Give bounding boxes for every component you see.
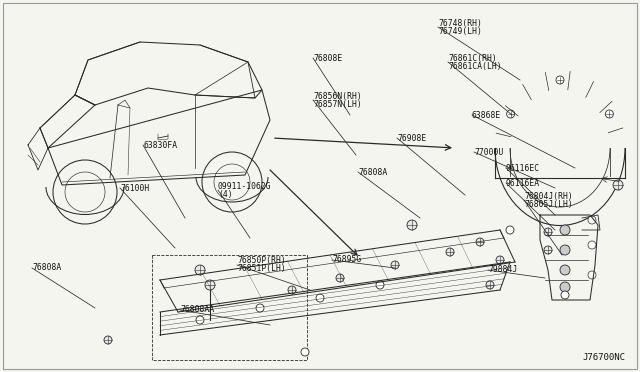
Circle shape [205,280,215,290]
Text: 76895G: 76895G [332,256,361,264]
Circle shape [544,228,552,236]
Circle shape [195,265,205,275]
Circle shape [336,274,344,282]
Text: 76808A: 76808A [32,263,61,273]
Text: 76861CA(LH): 76861CA(LH) [448,61,502,71]
Text: 79884J: 79884J [488,266,517,275]
Text: 76808E: 76808E [313,54,342,62]
Text: 77000U: 77000U [474,148,503,157]
Circle shape [496,256,504,264]
Circle shape [407,220,417,230]
Circle shape [376,281,384,289]
Text: 76749(LH): 76749(LH) [438,26,482,35]
Text: 76851P(LH): 76851P(LH) [237,264,285,273]
Circle shape [561,291,569,299]
Circle shape [288,286,296,294]
Text: (4): (4) [218,189,232,199]
Circle shape [446,248,454,256]
Text: 76748(RH): 76748(RH) [438,19,482,28]
Circle shape [560,225,570,235]
Text: J76700NC: J76700NC [582,353,625,362]
Text: 76850P(RH): 76850P(RH) [237,257,285,266]
Circle shape [544,246,552,254]
Text: 96116EA: 96116EA [506,179,540,187]
Circle shape [196,316,204,324]
Circle shape [486,281,494,289]
Circle shape [588,271,596,279]
Circle shape [588,241,596,249]
Text: 76861C(RH): 76861C(RH) [448,54,497,62]
Text: 76805J(LH): 76805J(LH) [524,199,573,208]
Circle shape [560,245,570,255]
Circle shape [476,238,484,246]
Text: 76808AA: 76808AA [180,305,214,314]
Circle shape [316,294,324,302]
Circle shape [104,336,112,344]
Text: 76857N(LH): 76857N(LH) [313,99,362,109]
Circle shape [560,265,570,275]
Circle shape [391,261,399,269]
Circle shape [560,282,570,292]
Text: 63868E: 63868E [472,110,501,119]
Text: 76100H: 76100H [120,183,149,192]
Text: 76804J(RH): 76804J(RH) [524,192,573,201]
Text: 09911-1062G: 09911-1062G [218,182,271,190]
Text: 96116EC: 96116EC [506,164,540,173]
Circle shape [507,110,515,118]
Circle shape [256,304,264,312]
Circle shape [556,76,564,84]
Bar [152,255,307,360]
Text: 76908E: 76908E [397,134,426,142]
Circle shape [301,348,309,356]
Text: 76808A: 76808A [358,167,387,176]
Circle shape [613,180,623,190]
Circle shape [605,110,613,118]
Circle shape [506,226,514,234]
Circle shape [588,216,596,224]
Text: 63830FA: 63830FA [143,141,177,150]
Text: 76856N(RH): 76856N(RH) [313,92,362,100]
